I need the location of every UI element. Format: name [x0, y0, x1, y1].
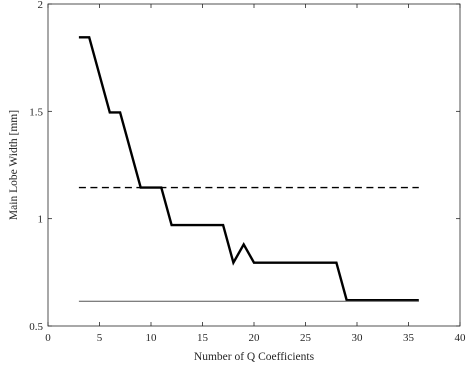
x-tick-label: 25	[300, 332, 312, 344]
x-tick-label: 5	[97, 332, 103, 344]
x-tick-label: 0	[45, 332, 51, 344]
y-tick-label: 0.5	[29, 321, 43, 333]
series-layer	[78, 36, 419, 302]
y-axis-ticks: 0.5 1 1.5 2	[29, 0, 460, 333]
x-tick-label: 20	[249, 332, 261, 344]
x-tick-label: 35	[403, 332, 415, 344]
x-tick-label: 30	[352, 332, 364, 344]
y-tick-label: 2	[38, 0, 44, 11]
x-tick-label: 10	[146, 332, 158, 344]
y-tick-label: 1	[38, 214, 44, 226]
x-tick-label: 40	[455, 332, 466, 344]
plot-background	[48, 4, 460, 326]
x-axis-label: Number of Q Coefficients	[194, 351, 315, 363]
y-tick-label: 1.5	[29, 106, 43, 118]
y-axis-label: Main Lobe Width [mm]	[8, 110, 20, 220]
x-axis-ticks: 0 5 10 15 20 25 30 35 40	[45, 4, 466, 344]
series-line-1	[78, 36, 419, 302]
x-tick-label: 15	[197, 332, 209, 344]
